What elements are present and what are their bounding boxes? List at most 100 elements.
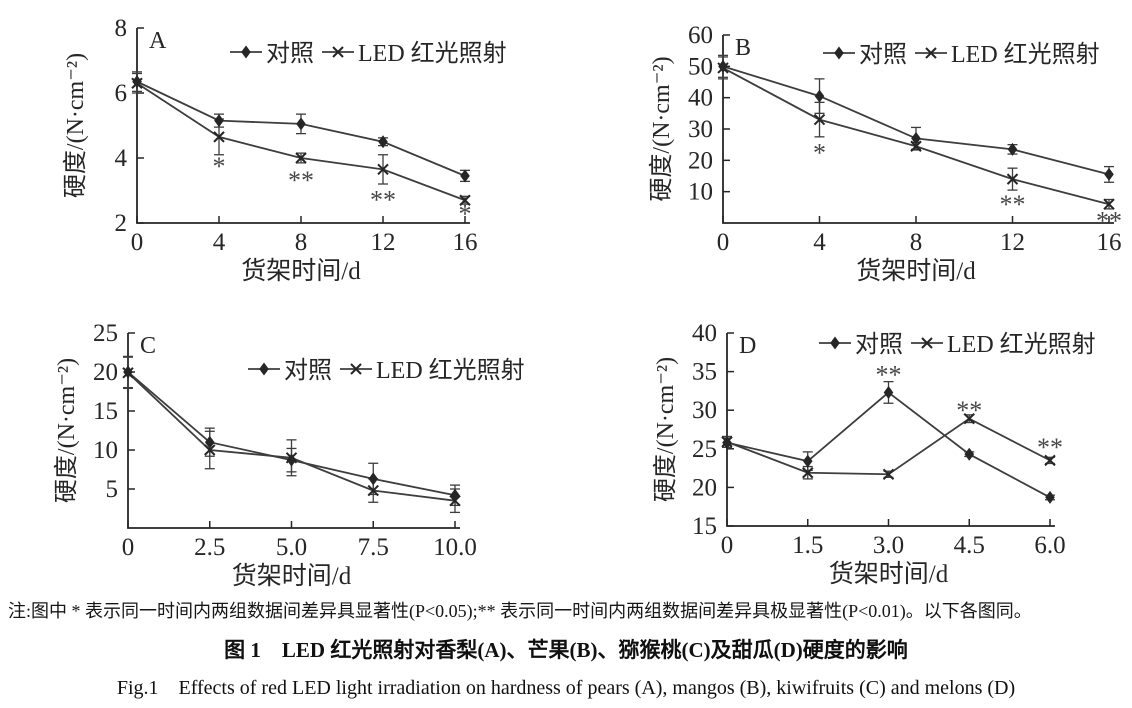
legend-label: LED 红光照射 bbox=[376, 357, 525, 384]
data-point-x bbox=[204, 444, 216, 456]
x-tick-label: 8 bbox=[295, 229, 308, 256]
legend-label: 对照 bbox=[266, 40, 314, 67]
x-tick-label: 2.5 bbox=[194, 534, 225, 561]
data-point-diamond bbox=[1045, 490, 1055, 504]
y-tick-label: 40 bbox=[692, 320, 717, 347]
y-tick-label: 25 bbox=[93, 320, 118, 347]
data-point-x bbox=[963, 412, 975, 425]
y-tick-label: 35 bbox=[692, 359, 717, 386]
y-tick-label: 40 bbox=[688, 85, 713, 112]
x-tick-label: 16 bbox=[1097, 229, 1122, 256]
data-point-x bbox=[802, 467, 814, 479]
panel-letter: C bbox=[140, 333, 156, 359]
data-point-x bbox=[1044, 454, 1056, 467]
series-line bbox=[127, 371, 456, 497]
x-tick-label: 4 bbox=[213, 229, 226, 256]
x-tick-label: 10.0 bbox=[433, 534, 477, 561]
significance-marker: * bbox=[813, 138, 826, 167]
y-tick-label: 10 bbox=[93, 437, 118, 464]
series-line bbox=[726, 391, 1051, 499]
y-axis-title: 硬度/(N·cm⁻²) bbox=[652, 357, 679, 502]
figure-caption-zh: 图 1 LED 红光照射对香梨(A)、芒果(B)、猕猴桃(C)及甜瓜(D)硬度的… bbox=[224, 638, 908, 662]
x-tick-label: 12 bbox=[371, 229, 396, 256]
x-tick-label: 0 bbox=[131, 229, 144, 256]
significance-marker: ** bbox=[288, 166, 314, 195]
data-point-x bbox=[717, 62, 729, 74]
chart-panel-d: 15 20 25 30 35 40 0 1.5 3.0 4.5 6.0 D 货架时间/d 硬度/(N·cm… bbox=[652, 320, 1096, 588]
significance-marker: ** bbox=[876, 361, 902, 390]
data-point-x bbox=[377, 163, 389, 176]
data-point-x bbox=[882, 468, 895, 480]
data-point-x bbox=[910, 140, 922, 152]
legend-x-marker bbox=[921, 337, 933, 349]
x-tick-label: 3.0 bbox=[873, 532, 904, 559]
data-point-diamond bbox=[286, 453, 297, 467]
data-point-diamond bbox=[460, 169, 470, 183]
y-tick-label: 20 bbox=[688, 147, 713, 174]
significance-marker: * bbox=[459, 200, 472, 229]
x-axis-title: 货架时间/d bbox=[856, 257, 976, 285]
legend-label: 对照 bbox=[284, 357, 332, 384]
series-line bbox=[722, 65, 1110, 176]
data-point-diamond bbox=[964, 447, 975, 461]
x-tick-label: 5.0 bbox=[276, 534, 307, 561]
y-tick-label: 50 bbox=[688, 53, 713, 80]
legend-label: LED 红光照射 bbox=[947, 331, 1096, 358]
data-point-x bbox=[131, 77, 143, 89]
x-axis-title: 货架时间/d bbox=[232, 562, 352, 590]
panel-letter: A bbox=[149, 28, 167, 54]
data-point-x bbox=[1006, 173, 1019, 185]
y-axis-title: 硬度/(N·cm⁻²) bbox=[53, 358, 80, 503]
figure-note: 注:图中 * 表示同一时间内两组数据间差异具显著性(P<0.05);** 表示同… bbox=[8, 601, 1032, 621]
legend-diamond-marker bbox=[259, 362, 269, 376]
data-point-x bbox=[459, 194, 471, 206]
significance-marker: * bbox=[213, 152, 226, 181]
data-point-x bbox=[285, 452, 298, 464]
data-point-diamond bbox=[1104, 167, 1114, 181]
y-tick-label: 2 bbox=[115, 210, 128, 237]
data-point-x bbox=[122, 367, 134, 379]
data-point-diamond bbox=[214, 114, 224, 128]
legend-x-marker bbox=[332, 46, 344, 58]
data-point-diamond bbox=[204, 435, 215, 449]
data-point-x bbox=[1103, 198, 1115, 210]
figure-caption-en: Fig.1 Effects of red LED light irradiati… bbox=[116, 677, 1016, 699]
data-point-diamond bbox=[378, 135, 388, 149]
series-line bbox=[127, 372, 456, 502]
significance-marker: ** bbox=[370, 185, 396, 214]
x-tick-label: 8 bbox=[910, 229, 923, 256]
x-axis-title: 货架时间/d bbox=[241, 257, 361, 285]
significance-marker: ** bbox=[956, 396, 982, 425]
legend-x-marker bbox=[925, 47, 937, 59]
x-tick-label: 0 bbox=[717, 229, 730, 256]
x-tick-label: 16 bbox=[453, 229, 478, 256]
data-point-diamond bbox=[814, 89, 825, 103]
y-tick-label: 20 bbox=[692, 474, 717, 501]
significance-marker: ** bbox=[1000, 190, 1026, 219]
y-tick-label: 4 bbox=[115, 145, 128, 172]
data-point-x bbox=[367, 484, 379, 497]
y-tick-label: 8 bbox=[115, 15, 128, 42]
legend-diamond-marker bbox=[830, 336, 840, 350]
y-tick-label: 15 bbox=[93, 398, 118, 425]
x-tick-label: 12 bbox=[1000, 229, 1025, 256]
x-tick-label: 0 bbox=[721, 532, 734, 559]
panel-letter: B bbox=[735, 35, 751, 61]
series-line bbox=[726, 417, 1051, 476]
y-tick-label: 30 bbox=[692, 397, 717, 424]
data-point-x bbox=[213, 131, 225, 143]
charts-grid: 2 4 6 8 0 4 8 12 16 A 货架时间/d 硬度/(N·cm⁻²) 对照 LED 红光照射 *… bbox=[53, 15, 1122, 590]
chart-panel-c: 5 10 15 20 25 0 2.5 5.0 7.5 10.0 C 货架时间/d 硬度/(N·cm⁻²… bbox=[53, 320, 525, 590]
chart-panel-b: 10 20 30 40 50 60 0 4 8 12 16 B 货架时间/d 硬度/(N·cm⁻²) 对照 L… bbox=[648, 22, 1122, 285]
x-tick-label: 4 bbox=[813, 229, 826, 256]
x-tick-label: 7.5 bbox=[358, 534, 389, 561]
legend-label: 对照 bbox=[859, 41, 907, 68]
panel-letter: D bbox=[739, 333, 756, 359]
y-axis-title: 硬度/(N·cm⁻²) bbox=[648, 56, 675, 201]
x-tick-label: 0 bbox=[122, 534, 135, 561]
y-tick-label: 25 bbox=[692, 436, 717, 463]
y-tick-label: 30 bbox=[688, 116, 713, 143]
legend-label: 对照 bbox=[855, 331, 903, 358]
x-tick-label: 4.5 bbox=[954, 532, 985, 559]
